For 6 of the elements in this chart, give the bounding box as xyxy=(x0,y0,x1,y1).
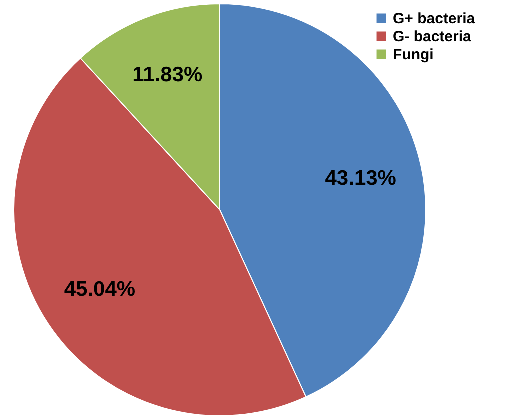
data-label: 11.83% xyxy=(132,64,203,87)
data-label: 45.04% xyxy=(64,278,136,301)
legend-label: G- bacteria xyxy=(393,28,472,46)
legend-label: G+ bacteria xyxy=(393,10,476,28)
data-label: 43.13% xyxy=(325,167,397,190)
legend-label: Fungi xyxy=(393,46,434,64)
